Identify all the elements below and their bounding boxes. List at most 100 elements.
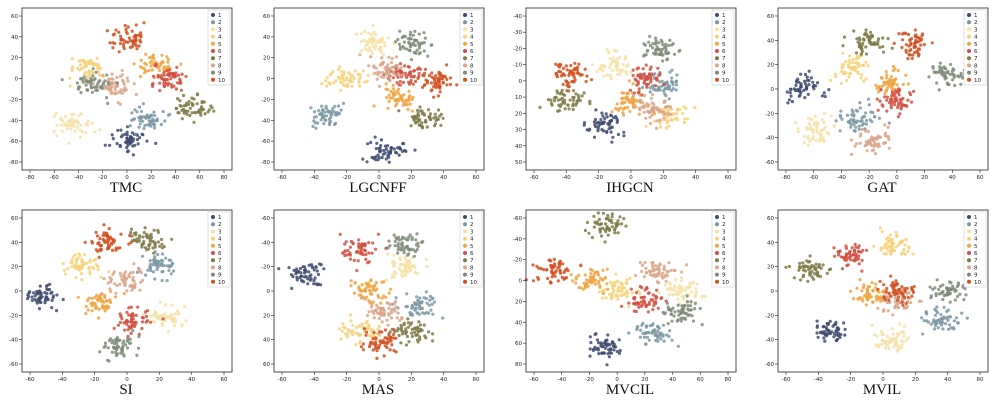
scatter-point <box>38 297 42 301</box>
scatter-point <box>942 315 946 319</box>
scatter-point <box>890 46 894 50</box>
scatter-point <box>414 121 418 125</box>
scatter-point <box>405 305 409 309</box>
x-tick-label: 60 <box>221 377 228 383</box>
scatter-point <box>816 335 820 339</box>
scatter-point <box>110 248 115 252</box>
scatter-point <box>128 337 132 341</box>
scatter-point <box>387 69 391 73</box>
scatter-point <box>657 291 661 295</box>
scatter-point <box>640 76 644 80</box>
scatter-point <box>876 108 880 112</box>
scatter-point <box>389 146 393 150</box>
scatter-point <box>898 112 902 116</box>
scatter-point <box>661 89 666 93</box>
scatter-point <box>789 94 793 98</box>
scatter-point <box>422 49 426 53</box>
scatter-point <box>387 55 391 59</box>
scatter-point <box>642 275 646 279</box>
scatter-point <box>601 268 605 272</box>
scatter-point <box>139 109 144 114</box>
scatter-point <box>99 66 103 70</box>
legend-marker <box>967 251 971 255</box>
scatter-point <box>860 269 864 273</box>
x-tick-label: 80 <box>725 377 732 383</box>
scatter-point <box>358 76 362 80</box>
scatter-point <box>611 281 616 285</box>
scatter-point <box>902 334 906 338</box>
scatter-point <box>207 108 211 112</box>
scatter-point <box>161 323 165 327</box>
scatter-point <box>139 31 143 35</box>
legend-label: 7 <box>218 56 222 62</box>
scatter-point <box>421 240 425 244</box>
scatter-point <box>567 73 571 77</box>
scatter-point <box>119 314 123 318</box>
scatter-point <box>125 310 129 314</box>
scatter-point <box>392 328 396 332</box>
scatter-point <box>894 339 898 343</box>
scatter-point <box>806 279 810 283</box>
x-tick-label: 40 <box>944 377 951 383</box>
scatter-point <box>437 72 441 76</box>
scatter-point <box>126 320 130 324</box>
scatter-point <box>870 323 874 327</box>
scatter-point <box>119 351 123 355</box>
scatter-point <box>90 86 94 90</box>
scatter-point <box>959 82 963 86</box>
scatter-point <box>655 106 659 110</box>
scatter-point <box>137 33 141 37</box>
scatter-point <box>841 51 845 56</box>
scatter-point <box>361 348 366 352</box>
scatter-point <box>669 79 674 84</box>
scatter-point <box>631 291 635 295</box>
scatter-point <box>125 133 129 137</box>
x-tick-label: -20 <box>585 377 594 383</box>
scatter-point <box>652 102 656 106</box>
scatter-point <box>426 54 430 58</box>
scatter-point <box>683 117 687 121</box>
scatter-point <box>120 348 124 352</box>
scatter-point <box>893 342 897 346</box>
legend-label: 9 <box>470 273 474 279</box>
scatter-point <box>670 338 674 342</box>
scatter-point <box>110 77 114 81</box>
scatter-point <box>952 74 956 78</box>
scatter-point <box>403 267 407 271</box>
x-tick-label: -40 <box>557 377 566 383</box>
scatter-point <box>141 102 145 106</box>
scatter-point <box>179 104 183 108</box>
scatter-point <box>896 69 900 73</box>
scatter-point <box>77 85 81 89</box>
scatter-point <box>399 248 403 252</box>
scatter-point <box>672 314 676 318</box>
scatter-point <box>965 316 969 320</box>
scatter-point <box>84 304 88 309</box>
scatter-point <box>369 305 374 309</box>
scatter-point <box>358 84 362 88</box>
scatter-point <box>565 83 569 87</box>
scatter-point <box>433 79 437 83</box>
scatter-point <box>388 348 392 352</box>
scatter-point <box>685 294 689 298</box>
scatter-point <box>376 73 380 77</box>
scatter-point <box>320 104 324 108</box>
scatter-point <box>394 40 398 44</box>
scatter-point <box>131 270 135 275</box>
scatter-point <box>585 282 589 286</box>
scatter-point <box>172 269 176 273</box>
legend-marker <box>715 243 719 248</box>
scatter-point <box>865 287 869 291</box>
scatter-point <box>91 82 95 86</box>
scatter-point <box>689 308 693 312</box>
scatter-point <box>387 291 391 295</box>
scatter-point <box>667 261 671 265</box>
scatter-point <box>933 286 937 290</box>
scatter-point <box>369 279 373 283</box>
scatter-point <box>120 68 124 73</box>
scatter-point <box>864 60 868 64</box>
scatter-point <box>939 313 943 317</box>
scatter-point <box>174 87 178 91</box>
scatter-point <box>799 278 803 282</box>
scatter-point <box>628 276 632 280</box>
